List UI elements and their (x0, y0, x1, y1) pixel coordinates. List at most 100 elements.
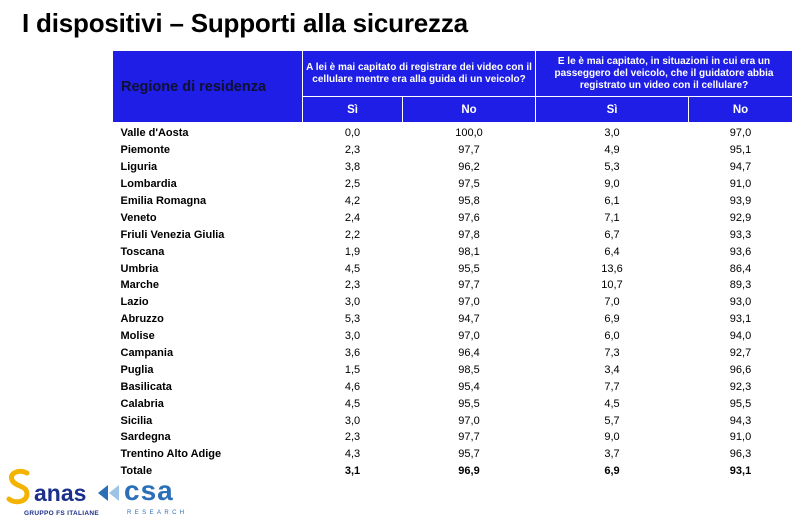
table-row: Abruzzo 5,3 94,7 6,9 93,1 (113, 311, 793, 328)
value-q1-no: 97,8 (458, 228, 480, 241)
value-q2-no: 86,4 (729, 262, 752, 275)
region-name: Sicilia (120, 414, 153, 427)
q1-no-header: No (402, 96, 536, 123)
table-row: Veneto 2,4 97,6 7,1 92,9 (113, 209, 793, 226)
value-q2-si: 7,1 (604, 211, 620, 224)
value-q1-no: 97,7 (458, 144, 480, 157)
value-q2-no: 93,1 (729, 313, 752, 326)
region-name: Totale (120, 465, 153, 478)
table-row: Campania 3,6 96,4 7,3 92,7 (113, 345, 793, 362)
value-q2-si: 6,7 (604, 228, 620, 241)
region-name: Trentino Alto Adige (120, 448, 222, 461)
value-q1-no: 95,5 (458, 397, 480, 410)
value-q2-no: 92,9 (729, 211, 752, 224)
value-q1-si: 3,6 (344, 347, 361, 360)
value-q2-no: 95,5 (729, 397, 752, 410)
value-q1-no: 96,9 (458, 465, 480, 478)
region-name: Calabria (120, 397, 164, 410)
table-row: Lombardia 2,5 97,5 9,0 91,0 (113, 176, 793, 193)
value-q1-si: 0,0 (344, 127, 361, 140)
region-name: Sardegna (120, 431, 171, 444)
value-q1-si: 3,0 (344, 296, 361, 309)
value-q1-no: 96,4 (458, 347, 480, 360)
value-q1-si: 3,1 (344, 465, 361, 478)
value-q2-no: 92,3 (729, 380, 752, 393)
region-name: Basilicata (120, 380, 172, 393)
csa-logo-text: csa (124, 475, 174, 506)
value-q1-no: 95,4 (458, 380, 480, 393)
region-name: Piemonte (120, 144, 171, 157)
value-q2-si: 4,5 (604, 397, 620, 410)
value-q2-si: 5,3 (604, 161, 620, 174)
value-q2-no: 93,3 (729, 228, 752, 241)
table-row: Lazio 3,0 97,0 7,0 93,0 (113, 294, 793, 311)
value-q1-si: 1,9 (344, 245, 361, 258)
table-row: Toscana 1,9 98,1 6,4 93,6 (113, 243, 793, 260)
value-q2-si: 6,9 (604, 465, 620, 478)
value-q1-no: 97,7 (458, 279, 480, 292)
value-q1-si: 2,3 (344, 279, 361, 292)
region-name: Lombardia (120, 178, 177, 191)
page-title: I dispositivi – Supporti alla sicurezza (22, 8, 468, 38)
value-q1-no: 98,1 (458, 245, 480, 258)
value-q2-si: 7,0 (604, 296, 620, 309)
table-row: Sardegna 2,3 97,7 9,0 91,0 (113, 429, 793, 446)
value-q2-si: 10,7 (601, 279, 623, 292)
value-q1-no: 94,7 (458, 313, 480, 326)
value-q1-no: 95,7 (458, 448, 480, 461)
value-q1-si: 2,3 (344, 144, 361, 157)
value-q2-no: 89,3 (729, 279, 752, 292)
value-q2-si: 6,9 (604, 313, 620, 326)
value-q2-no: 94,7 (729, 161, 752, 174)
value-q2-no: 93,0 (729, 296, 752, 309)
value-q2-si: 13,6 (601, 262, 623, 275)
value-q1-si: 4,2 (344, 195, 361, 207)
value-q2-no: 91,0 (729, 178, 752, 191)
table-row: Trentino Alto Adige 4,3 95,7 3,7 96,3 (113, 446, 793, 463)
value-q1-no: 97,0 (458, 296, 480, 309)
table-row: Sicilia 3,0 97,0 5,7 94,3 (113, 412, 793, 429)
region-name: Veneto (120, 211, 157, 224)
csa-tagline: RESEARCH (127, 510, 188, 516)
table-row: Piemonte 2,3 97,7 4,9 95,1 (113, 142, 793, 159)
table-row: Basilicata 4,6 95,4 7,7 92,3 (113, 378, 793, 395)
value-q2-si: 3,7 (604, 448, 620, 461)
value-q2-no: 91,0 (729, 431, 752, 444)
anas-tagline: GRUPPO FS ITALIANE (24, 510, 99, 517)
value-q2-si: 9,0 (604, 431, 620, 444)
value-q2-si: 3,0 (604, 127, 620, 140)
region-name: Puglia (120, 363, 154, 376)
region-name: Toscana (120, 245, 165, 258)
anas-logo-icon (6, 468, 30, 505)
region-name: Liguria (120, 161, 158, 174)
total-row: Totale 3,1 96,9 6,9 93,1 (113, 463, 793, 480)
value-q2-si: 3,4 (604, 363, 620, 376)
value-q1-si: 2,3 (344, 431, 361, 444)
region-column-header: Regione di residenza (112, 50, 303, 123)
table-row: Calabria 4,5 95,5 4,5 95,5 (113, 395, 793, 412)
value-q2-no: 95,1 (729, 144, 752, 157)
value-q1-si: 1,5 (344, 363, 361, 376)
value-q1-si: 2,2 (344, 228, 361, 241)
value-q1-si: 2,4 (344, 211, 361, 224)
anas-logo-text: anas (34, 480, 87, 506)
value-q1-no: 96,2 (458, 161, 480, 174)
value-q1-si: 4,5 (344, 397, 361, 410)
value-q1-si: 3,0 (344, 330, 361, 343)
q2-si-header: Sì (535, 96, 689, 123)
region-name: Valle d'Aosta (120, 127, 189, 140)
value-q1-no: 97,0 (458, 330, 480, 343)
value-q2-no: 92,7 (729, 347, 752, 360)
value-q2-no: 97,0 (729, 127, 752, 140)
value-q1-no: 97,6 (458, 211, 480, 224)
q2-no-header: No (688, 96, 793, 123)
value-q1-no: 95,5 (458, 262, 480, 275)
value-q2-no: 93,1 (729, 465, 752, 478)
value-q1-no: 98,5 (458, 363, 480, 376)
results-table: Regione di residenza A lei è mai capitat… (112, 50, 793, 480)
q1-si-header: Sì (302, 96, 403, 123)
question-1-header: A lei è mai capitato di registrare dei v… (302, 50, 536, 97)
table-row: Valle d'Aosta 0,0 100,0 3,0 97,0 (113, 125, 793, 142)
value-q2-si: 4,9 (604, 144, 620, 157)
question-2-header: E le è mai capitato, in situazioni in cu… (535, 50, 793, 97)
